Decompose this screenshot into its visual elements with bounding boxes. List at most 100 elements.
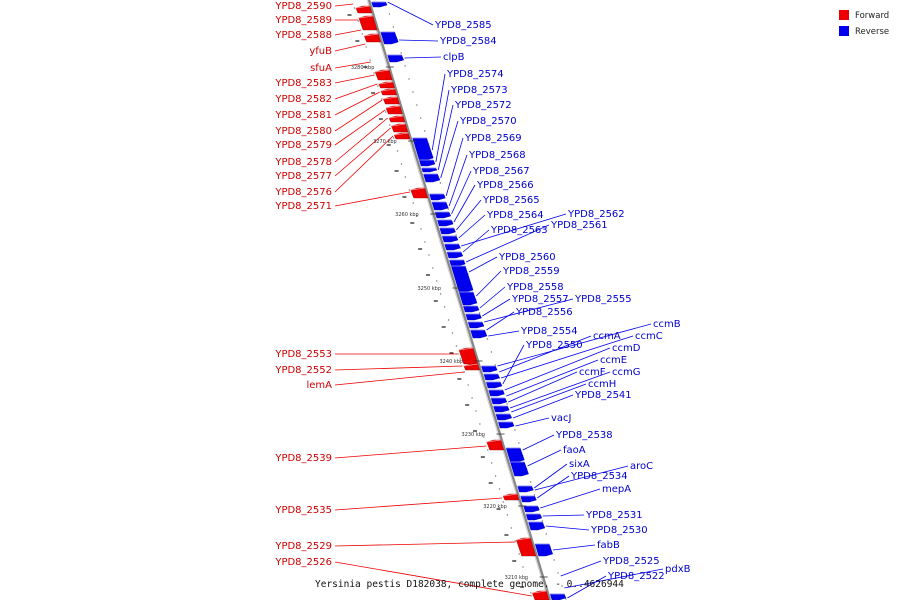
reverse-gene-block [534, 543, 553, 557]
forward-gene-block [532, 590, 550, 600]
reverse-gene-block [387, 54, 404, 63]
reverse-gene-label: mepA [602, 484, 631, 495]
reverse-leader-line [534, 465, 629, 491]
forward-leader-line [334, 135, 394, 193]
reverse-gene-block [465, 313, 482, 321]
reverse-leader-line [468, 256, 498, 273]
reverse-leader-line [512, 394, 574, 419]
forward-leader-line [334, 29, 362, 36]
forward-gene-block [410, 187, 428, 199]
reverse-gene-block [437, 219, 454, 227]
genome-axis [367, 0, 552, 600]
reverse-gene-block [520, 495, 537, 503]
forward-leader-line [334, 541, 516, 547]
reverse-leader-line [502, 344, 525, 385]
reverse-leader-line [533, 463, 568, 489]
reverse-leader-line [552, 544, 596, 551]
reverse-leader-line [451, 170, 472, 215]
forward-gene-block [358, 15, 378, 31]
reverse-gene-block [485, 381, 503, 389]
reverse-leader-line [500, 335, 634, 379]
reverse-leader-line [437, 104, 454, 171]
reverse-leader-line [497, 323, 652, 367]
reverse-leader-line [387, 1, 434, 26]
reverse-gene-block [498, 421, 515, 429]
gene-labels: YPD8_2590 YPD8_2589 YPD8_2588 yfuB sfuA YPD8_… [274, 1, 690, 582]
reverse-gene-label: YPD8_2560 [498, 252, 556, 263]
reverse-gene-block [490, 397, 508, 405]
forward-leader-line [334, 497, 503, 511]
reverse-leader-line [462, 229, 490, 253]
reverse-leader-line [522, 434, 555, 451]
legend-reverse-label: Reverse [855, 27, 889, 37]
forward-gene-label: YPD8_2576 [274, 187, 332, 198]
reverse-gene-block [371, 1, 388, 8]
forward-gene-label: YPD8_2581 [274, 110, 332, 121]
forward-leader-line [334, 561, 532, 597]
scale-tick-label: 3260 kbp [395, 212, 419, 218]
reverse-gene-label: YPD8_2550 [525, 340, 583, 351]
reverse-gene-label: YPD8_2564 [486, 210, 544, 221]
forward-gene-label: YPD8_2571 [274, 201, 332, 212]
reverse-gene-block [549, 593, 567, 600]
reverse-gene-label: YPD8_2574 [446, 69, 504, 80]
reverse-leader-line [404, 56, 442, 59]
forward-gene-label: YPD8_2529 [274, 541, 332, 552]
reverse-gene-label: YPD8_2554 [520, 326, 578, 337]
reverse-leader-line [461, 213, 567, 247]
forward-gene-block [486, 439, 505, 451]
forward-gene-label: YPD8_2579 [274, 140, 332, 151]
reverse-leader-line [527, 449, 562, 467]
reverse-leader-line [545, 525, 590, 531]
reverse-gene-label: YPD8_2534 [570, 471, 628, 482]
reverse-gene-block [493, 405, 510, 413]
forward-gene-block [516, 537, 536, 557]
reverse-gene-block [446, 251, 464, 259]
forward-leader-line [334, 445, 487, 459]
reverse-leader-line [445, 137, 464, 197]
gene-features [355, 1, 567, 600]
reverse-gene-label: aroC [630, 461, 653, 472]
reverse-gene-label: YPD8_2561 [550, 220, 608, 231]
forward-leader-line [334, 99, 383, 132]
forward-gene-label: YPD8_2578 [274, 157, 332, 168]
reverse-gene-block [525, 513, 543, 521]
reverse-gene-block [463, 305, 480, 313]
reverse-gene-label: YPD8_2565 [482, 195, 540, 206]
legend-forward-swatch [839, 10, 849, 20]
reverse-gene-label: YPD8_2562 [567, 209, 625, 220]
reverse-leader-line [508, 371, 578, 403]
reverse-leader-line [453, 184, 476, 223]
reverse-gene-block [444, 243, 461, 251]
reverse-leader-line [537, 475, 570, 499]
reverse-gene-block [517, 485, 534, 493]
reverse-gene-label: YPD8_2559 [502, 266, 560, 277]
reverse-gene-label: YPD8_2566 [476, 180, 534, 191]
reverse-gene-block [441, 235, 459, 243]
reverse-gene-block [470, 329, 488, 339]
forward-gene-label: yfuB [309, 46, 332, 57]
forward-leader-line [334, 83, 378, 100]
reverse-leader-line [499, 335, 592, 373]
reverse-gene-block [481, 365, 498, 373]
forward-gene-block [363, 33, 381, 43]
reverse-leader-line [479, 286, 506, 309]
forward-gene-label: YPD8_2553 [274, 349, 332, 360]
reverse-gene-label: ccmG [612, 367, 641, 378]
forward-gene-label: YPD8_2535 [274, 505, 332, 516]
forward-gene-label: YPD8_2590 [274, 1, 332, 12]
reverse-gene-block [495, 413, 512, 421]
reverse-gene-block [421, 167, 438, 173]
reverse-gene-block [434, 211, 452, 219]
forward-leader-line [334, 43, 366, 52]
forward-leader-line [334, 371, 465, 386]
reverse-gene-block [431, 201, 449, 211]
forward-gene-label: YPD8_2577 [274, 171, 332, 182]
reverse-gene-block [458, 291, 478, 306]
reverse-leader-line [564, 568, 664, 589]
reverse-gene-block [483, 373, 500, 381]
reverse-leader-line [560, 560, 602, 577]
reverse-leader-line [504, 347, 611, 391]
